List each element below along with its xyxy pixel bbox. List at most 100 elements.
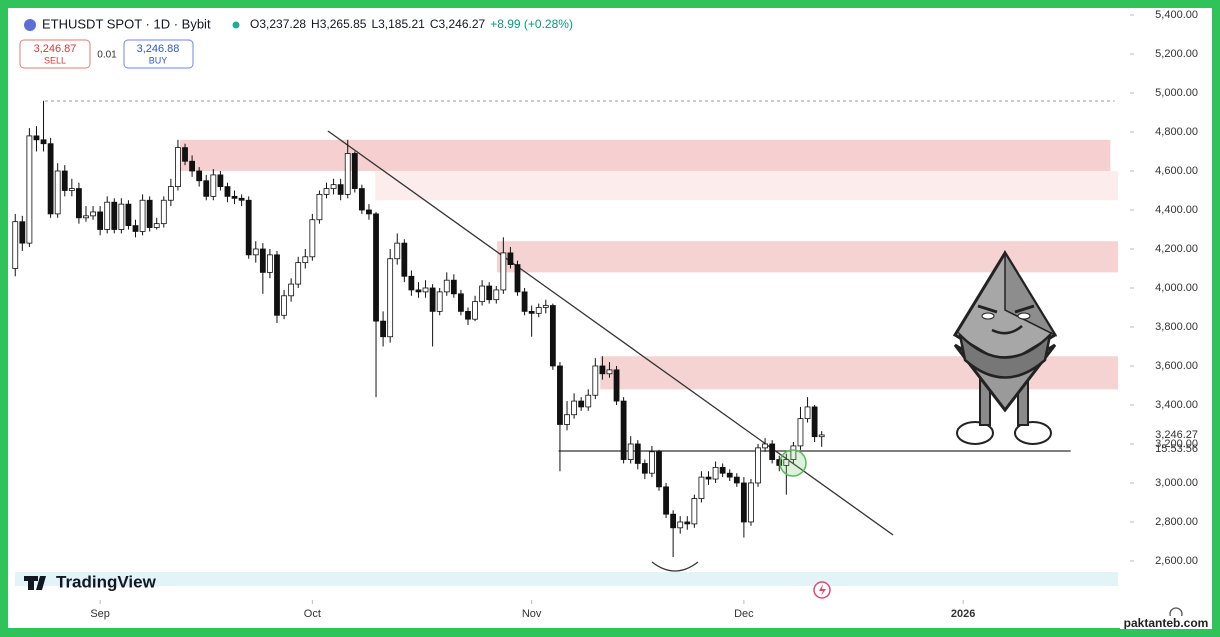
candle-body xyxy=(160,199,167,225)
candle-body xyxy=(19,221,26,244)
candle-body xyxy=(818,434,825,438)
candle-body xyxy=(380,320,386,338)
x-tick-label: Dec xyxy=(734,608,754,620)
candles xyxy=(12,100,825,558)
candle-body xyxy=(316,193,323,221)
candle-body xyxy=(118,203,125,230)
y-tick-label: 3,400.00 xyxy=(1155,399,1198,411)
watermark-bg xyxy=(1120,616,1212,632)
candle-body xyxy=(210,174,217,197)
candle-body xyxy=(76,188,82,219)
candle-body xyxy=(620,400,627,460)
candle-body xyxy=(542,305,549,308)
y-tick-label: 3,800.00 xyxy=(1155,321,1198,333)
candle-body xyxy=(670,513,677,529)
candle-body xyxy=(549,305,556,367)
ohlc-legend: O3,237.28 H3,265.85 L3,185.21 C3,246.27 +8.9… xyxy=(250,17,573,31)
buy-price: 3,246.88 xyxy=(137,43,180,55)
sell-button[interactable] xyxy=(19,39,91,69)
candle-body xyxy=(288,283,295,297)
candle-body xyxy=(627,443,634,460)
candle-body xyxy=(733,476,740,484)
bottom-arc xyxy=(651,561,699,572)
sell-label: SELL xyxy=(44,55,66,65)
resistance-zone xyxy=(180,139,1111,172)
candle-body xyxy=(217,174,224,187)
buy-button[interactable] xyxy=(123,39,194,69)
candle-body xyxy=(422,287,429,293)
candle-body xyxy=(634,443,641,464)
countdown: 15:53:56 xyxy=(1155,443,1198,455)
candle-body xyxy=(415,289,422,293)
symbol-icon xyxy=(24,19,36,31)
candle-body xyxy=(465,310,471,320)
candle-body xyxy=(613,369,620,402)
candle-body xyxy=(776,459,783,466)
candle-body xyxy=(755,447,761,484)
candle-body xyxy=(196,170,203,182)
y-tick-label: 3,200.00 xyxy=(1155,438,1198,450)
y-tick-label: 2,600.00 xyxy=(1155,555,1198,567)
candle-body xyxy=(762,443,768,449)
candle-body xyxy=(564,414,570,425)
buy-label: BUY xyxy=(149,55,168,65)
candle-body xyxy=(337,184,344,195)
brand-logo xyxy=(24,576,46,590)
candle-body xyxy=(47,143,54,215)
candle-body xyxy=(394,242,401,260)
y-tick-label: 3,600.00 xyxy=(1155,360,1198,372)
candle-body xyxy=(514,264,521,293)
status-dot xyxy=(232,21,240,29)
candle-body xyxy=(309,219,316,258)
candle-body xyxy=(366,209,372,215)
candle-body xyxy=(450,279,457,295)
candle-body xyxy=(698,476,705,499)
candle-body xyxy=(203,180,210,197)
candle-body xyxy=(302,256,309,264)
candle-body xyxy=(684,521,691,525)
candle-body xyxy=(748,482,754,523)
candle-body xyxy=(40,139,47,145)
candle-body xyxy=(585,394,592,408)
timeline-band xyxy=(15,572,1118,586)
candle-body xyxy=(245,199,252,256)
y-tick-label: 5,200.00 xyxy=(1155,48,1198,60)
y-tick-label: 4,400.00 xyxy=(1155,204,1198,216)
candle-body xyxy=(344,153,351,195)
last-price-label: 3,246.27 xyxy=(1155,429,1198,441)
candle-body xyxy=(436,291,443,312)
candle-body xyxy=(252,248,259,256)
candle-body xyxy=(740,482,747,523)
candle-body xyxy=(26,135,33,244)
brand-name: TradingView xyxy=(56,572,157,591)
ohlc-item: H3,265.85 xyxy=(311,17,367,31)
candle-body xyxy=(274,254,280,316)
sell-price: 3,246.87 xyxy=(34,43,77,55)
candle-body xyxy=(521,291,528,312)
candle-body xyxy=(528,310,535,314)
candle-body xyxy=(649,451,655,474)
ohlc-item: L3,185.21 xyxy=(371,17,425,31)
y-tick-label: 3,000.00 xyxy=(1155,477,1198,489)
candle-body xyxy=(472,301,478,320)
ohlc-item: O3,237.28 xyxy=(250,17,306,31)
candle-body xyxy=(606,369,613,375)
candle-body xyxy=(458,293,464,312)
candle-body xyxy=(599,365,606,375)
candle-body xyxy=(804,406,811,420)
candle-body xyxy=(224,186,231,197)
candle-body xyxy=(281,295,287,316)
candle-body xyxy=(429,287,436,312)
candle-body xyxy=(153,223,160,228)
candle-body xyxy=(68,188,75,191)
candle-body xyxy=(797,418,804,447)
annotations: 3,246.27 15:53:56 xyxy=(44,100,1198,536)
candle-body xyxy=(146,199,153,228)
candle-body xyxy=(330,184,337,189)
candle-body xyxy=(351,153,358,189)
candle-body xyxy=(783,459,790,466)
candle-body xyxy=(691,498,698,525)
candle-body xyxy=(663,486,669,515)
